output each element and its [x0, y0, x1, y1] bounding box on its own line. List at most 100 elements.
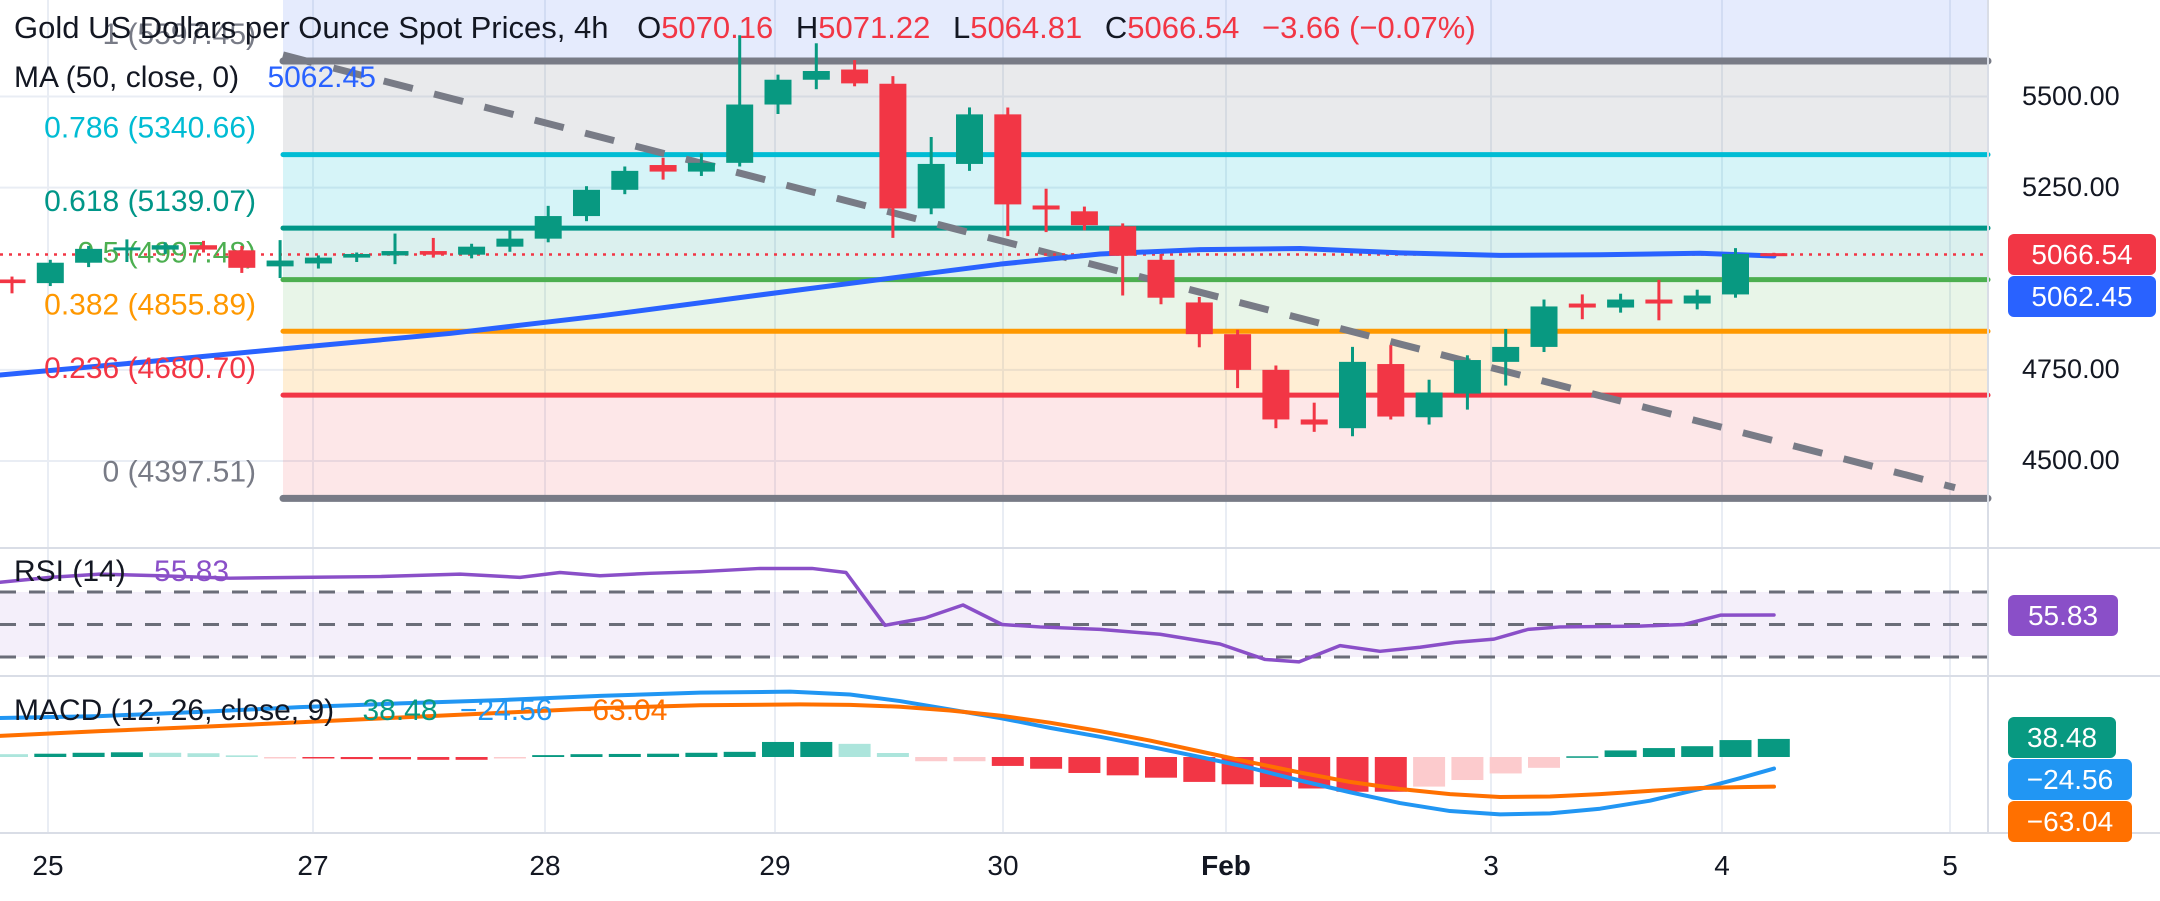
trendline-dashed[interactable] — [282, 51, 1956, 492]
candle-body[interactable] — [841, 69, 869, 84]
macd-histogram-bar — [379, 757, 411, 760]
time-tick-label-28: 28 — [529, 850, 561, 881]
macd-histogram-bar — [608, 753, 641, 757]
candle-body[interactable] — [1415, 392, 1443, 418]
candle-body[interactable] — [190, 245, 217, 250]
macd-histogram-bar — [1719, 740, 1752, 757]
candle-body[interactable] — [343, 253, 371, 258]
macd-line — [0, 689, 1776, 817]
candle-body[interactable] — [75, 248, 103, 263]
axis-badge-−24.56: −24.56 — [2008, 759, 2132, 800]
candle-body[interactable] — [496, 238, 524, 247]
candle-body[interactable] — [1339, 361, 1366, 429]
candle-body[interactable] — [228, 250, 256, 268]
low-value: 5064.81 — [970, 10, 1083, 45]
candle-body[interactable] — [1147, 259, 1175, 298]
candle-body[interactable] — [611, 170, 639, 190]
candle-body[interactable] — [1568, 303, 1596, 308]
macd-legend[interactable]: MACD (12, 26, close, 9) 38.48 −24.56 −63… — [14, 694, 667, 728]
rsi-legend[interactable]: RSI (14) 55.83 — [14, 555, 229, 589]
macd-histogram-bar — [838, 743, 871, 757]
macd-histogram-bar — [302, 757, 335, 759]
candle-body[interactable] — [1683, 295, 1711, 304]
macd-hist-value: 38.48 — [362, 694, 438, 727]
candle-body[interactable] — [1760, 253, 1788, 257]
candle-body[interactable] — [1070, 211, 1098, 226]
ma-legend[interactable]: MA (50, close, 0) 5062.45 — [14, 61, 376, 95]
macd-histogram-bar — [1681, 746, 1714, 757]
time-tick-label-29: 29 — [759, 850, 791, 881]
macd-histogram-bar — [647, 753, 680, 757]
macd-label: MACD (12, 26, close, 9) — [14, 694, 335, 727]
fib-label-0.618: 0.618 (5139.07) — [44, 185, 256, 218]
close-label: C — [1104, 10, 1128, 45]
high-value: 5071.22 — [818, 10, 931, 45]
macd-histogram-bar — [187, 753, 220, 757]
fib-zone-0.382 — [283, 331, 1988, 396]
candle-body[interactable] — [1530, 306, 1558, 347]
candle-body[interactable] — [802, 70, 830, 80]
macd-histogram-bar — [1106, 757, 1139, 776]
candle-body[interactable] — [649, 165, 677, 172]
axis-badge-5062.45: 5062.45 — [2008, 276, 2156, 317]
candle-body[interactable] — [1300, 419, 1328, 425]
candle-body[interactable] — [1032, 205, 1060, 210]
candle-body[interactable] — [1185, 302, 1213, 335]
candle-body[interactable] — [917, 163, 945, 209]
low-label: L — [952, 10, 971, 45]
candle-body[interactable] — [1224, 334, 1252, 370]
candle-body[interactable] — [266, 260, 294, 267]
macd-histogram-bar — [1336, 757, 1369, 792]
macd-histogram-bar — [685, 752, 718, 757]
fib-label-0: 0 (4397.51) — [103, 455, 256, 488]
candle-body[interactable] — [36, 262, 64, 284]
candle-body[interactable] — [1453, 360, 1481, 394]
candle-body[interactable] — [1492, 346, 1520, 362]
high-label: H — [795, 10, 819, 45]
candle-body[interactable] — [1607, 299, 1635, 308]
candle-body[interactable] — [764, 79, 792, 105]
time-tick-label-30: 30 — [987, 850, 1019, 881]
candle-body[interactable] — [113, 247, 141, 251]
macd-histogram-bar — [762, 741, 794, 757]
fib-zone-0.236 — [283, 395, 1988, 499]
candle-body[interactable] — [726, 104, 754, 163]
candle-body[interactable] — [151, 245, 179, 250]
candle-body[interactable] — [1109, 226, 1137, 256]
rsi-line — [0, 566, 1776, 664]
macd-signal-line — [0, 702, 1776, 799]
candle-body[interactable] — [0, 279, 26, 284]
macd-histogram-bar — [72, 752, 105, 757]
macd-histogram-bar — [915, 757, 948, 762]
macd-histogram-bar — [1604, 750, 1637, 757]
candle-body[interactable] — [573, 189, 600, 217]
price-axis[interactable] — [1988, 0, 2160, 833]
macd-histogram-bar — [953, 757, 986, 762]
macd-histogram-bar — [1413, 757, 1446, 787]
candle-body[interactable] — [879, 83, 907, 209]
time-tick-label-Feb: Feb — [1201, 850, 1251, 881]
symbol-legend[interactable]: Gold US Dollars per Ounce Spot Prices, 4… — [14, 10, 1476, 46]
candle-body[interactable] — [534, 216, 562, 239]
macd-histogram-bar — [0, 754, 28, 757]
price-tick-label: 5250.00 — [2022, 171, 2120, 202]
candle-body[interactable] — [458, 246, 486, 255]
candle-body[interactable] — [1377, 364, 1405, 417]
candle-body[interactable] — [1722, 253, 1749, 295]
candle-body[interactable] — [687, 162, 715, 172]
candle-body[interactable] — [994, 114, 1022, 205]
candle-body[interactable] — [956, 114, 983, 164]
candle-body[interactable] — [419, 251, 447, 255]
macd-histogram-bar — [1145, 757, 1177, 778]
candle-body[interactable] — [1262, 369, 1290, 420]
macd-histogram-bar — [1757, 738, 1790, 757]
macd-histogram-bar — [1528, 757, 1560, 768]
candle-body[interactable] — [1645, 299, 1673, 304]
candle-body[interactable] — [304, 257, 332, 264]
candle-body[interactable] — [381, 251, 409, 256]
fib-label-1: 1 (5597.45) — [103, 18, 256, 51]
macd-histogram-bar — [570, 754, 603, 757]
axis-badge-−63.04: −63.04 — [2008, 801, 2132, 842]
time-tick-label-25: 25 — [32, 850, 64, 881]
